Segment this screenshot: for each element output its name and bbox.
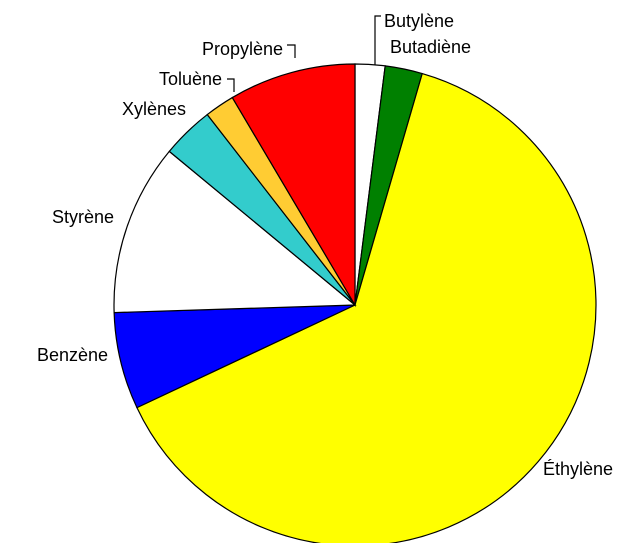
pie-slice bbox=[113, 150, 357, 314]
slice-label: Butadiène bbox=[390, 37, 471, 57]
slice-label: Xylènes bbox=[122, 99, 186, 119]
slice-label: Toluène bbox=[159, 69, 222, 89]
slice-label: Éthylène bbox=[543, 459, 613, 479]
leader-line bbox=[374, 15, 381, 70]
slice-label: Butylène bbox=[384, 11, 454, 31]
slice-label: Styrène bbox=[52, 207, 114, 227]
slice-label: Propylène bbox=[202, 39, 283, 59]
leader-line bbox=[227, 78, 235, 92]
leader-line bbox=[287, 44, 296, 58]
pie-slice bbox=[231, 63, 356, 308]
pie-slice bbox=[136, 72, 597, 543]
slice-label: Benzène bbox=[37, 345, 108, 365]
